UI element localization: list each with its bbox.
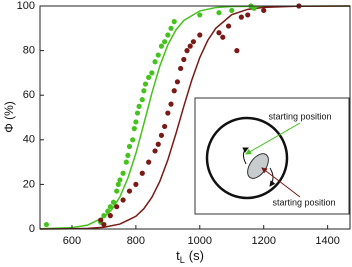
data-point [171, 88, 177, 94]
data-point [149, 70, 155, 76]
data-point [178, 65, 184, 72]
data-point [155, 52, 161, 58]
data-point [152, 59, 158, 65]
data-point [168, 25, 174, 31]
fit-curve [39, 5, 351, 230]
data-point [139, 170, 145, 176]
data-point [110, 199, 117, 205]
data-point [158, 132, 165, 138]
data-point [238, 14, 244, 20]
y-axis-label: Φ (%) [2, 101, 16, 133]
y-tick-label: 60 [23, 89, 35, 101]
data-point [115, 181, 121, 187]
data-point [216, 10, 222, 16]
data-point [130, 137, 136, 143]
x-tick-label: 1000 [188, 235, 212, 247]
x-label-base: t [176, 248, 180, 263]
x-tick-label: 1400 [315, 235, 339, 247]
data-point [165, 110, 171, 116]
data-point [117, 177, 123, 183]
data-point [126, 188, 133, 194]
data-point [107, 204, 113, 210]
data-point [107, 213, 113, 219]
data-point [98, 217, 104, 223]
y-tick-label: 40 [23, 134, 35, 146]
data-point [101, 213, 107, 219]
data-point [141, 88, 147, 94]
x-label-unit: (s) [189, 248, 204, 263]
data-point [142, 81, 149, 87]
data-point [174, 79, 181, 85]
data-point [105, 208, 111, 214]
data-point [197, 32, 203, 38]
inset: starting position starting position [194, 97, 350, 215]
data-point [245, 12, 251, 18]
arena-circle [205, 116, 289, 200]
x-tick-label: 1200 [251, 235, 275, 247]
rotation-arrow [242, 147, 249, 165]
data-point [126, 143, 133, 150]
data-point [216, 30, 222, 36]
x-axis-label: tL (s) [176, 248, 204, 265]
data-point [120, 197, 126, 203]
data-point [234, 48, 240, 54]
data-point [181, 56, 187, 63]
data-point [155, 141, 161, 147]
data-point [125, 152, 131, 159]
data-point [229, 7, 235, 14]
data-point [114, 204, 120, 210]
plot-area [39, 3, 351, 230]
data-point [171, 19, 177, 25]
data-point [158, 43, 165, 49]
data-point [152, 148, 158, 154]
data-point [139, 97, 145, 103]
data-point [43, 221, 49, 228]
data-point [136, 103, 142, 109]
x-tick-label: 600 [63, 235, 81, 247]
data-point [123, 159, 129, 165]
data-point [131, 126, 137, 132]
data-point [165, 32, 171, 38]
data-point [146, 159, 152, 165]
pointer-line [245, 122, 301, 155]
data-point [120, 170, 126, 176]
y-tick-label: 20 [23, 178, 35, 190]
annotation: starting position [268, 111, 331, 121]
y-tick-label: 80 [23, 45, 35, 57]
data-point [146, 74, 152, 80]
data-point [168, 101, 174, 107]
pointer-line [261, 167, 301, 198]
data-point [134, 110, 141, 116]
data-point [190, 39, 197, 45]
data-point [197, 12, 203, 18]
data-point [225, 23, 232, 29]
data-point [101, 221, 107, 228]
data-point [261, 7, 267, 14]
data-point [184, 48, 190, 54]
rotation-arrow [269, 167, 276, 187]
data-point [220, 34, 226, 40]
data-point [162, 123, 168, 130]
inset-frame [194, 97, 350, 215]
annotation: starting position [272, 197, 335, 207]
y-tick-label: 0 [29, 223, 35, 235]
data-point [187, 43, 193, 49]
data-point [133, 181, 139, 187]
y-tick-label: 100 [17, 0, 35, 12]
data-point [114, 188, 120, 194]
x-label-subscript: L [180, 255, 185, 265]
data-point [162, 39, 168, 45]
data-point [251, 5, 257, 11]
plot-frame [39, 5, 351, 230]
data-point [133, 119, 139, 125]
x-tick-label: 800 [127, 235, 145, 247]
